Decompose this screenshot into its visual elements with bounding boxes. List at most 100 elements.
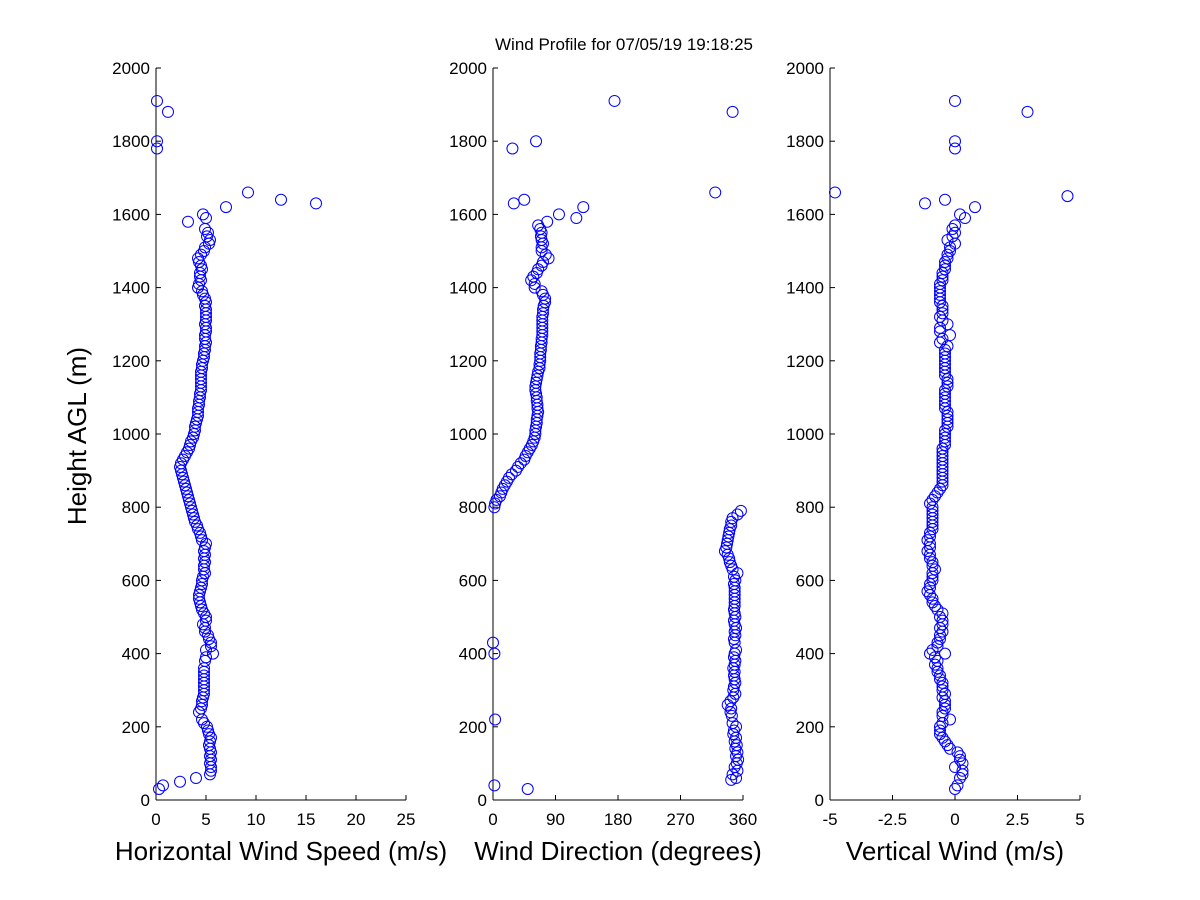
data-point <box>941 252 954 265</box>
data-point <box>926 508 939 521</box>
data-point <box>934 285 946 298</box>
y-tick-label: 0 <box>141 791 150 810</box>
data-point <box>506 142 519 155</box>
figure-title: Wind Profile for 07/05/19 19:18:25 <box>495 35 753 54</box>
data-point <box>969 201 981 214</box>
data-point <box>721 548 734 561</box>
data-point <box>541 215 554 228</box>
data-point <box>924 497 936 510</box>
x-axis-label-vertical: Vertical Wind (m/s) <box>846 836 1064 866</box>
data-point <box>949 135 961 148</box>
data-point <box>530 373 543 386</box>
data-point <box>931 636 944 649</box>
data-point <box>934 669 946 682</box>
data-point <box>921 534 934 547</box>
x-tick-label: 90 <box>546 810 565 829</box>
data-point <box>936 303 949 316</box>
data-point <box>198 545 210 558</box>
data-point <box>204 234 216 247</box>
panel-wind-direction: 0 200 400 600 800 1000 1200 1400 1600 1800 2000 0 90… <box>449 59 762 866</box>
data-point <box>184 497 196 510</box>
data-point <box>310 197 322 210</box>
data-point <box>921 545 934 558</box>
data-point <box>176 468 188 481</box>
data-point <box>936 676 949 689</box>
data-point <box>726 105 739 118</box>
data-point <box>186 504 198 517</box>
data-point <box>488 779 501 792</box>
data-point <box>725 519 738 532</box>
data-point <box>936 680 949 693</box>
y-tick-label: 1200 <box>112 352 150 371</box>
data-point <box>194 585 206 598</box>
y-tick-label: 1400 <box>786 279 824 298</box>
data-point <box>936 270 949 283</box>
data-point <box>487 636 499 649</box>
y-tick-label: 400 <box>122 645 150 664</box>
data-point <box>507 197 520 210</box>
data-point <box>949 219 961 232</box>
data-point <box>727 570 740 583</box>
data-point <box>926 559 939 572</box>
x-tick-label: -5 <box>822 810 837 829</box>
data-point <box>934 611 946 623</box>
data-point <box>193 255 205 268</box>
data-point <box>939 391 951 404</box>
data-point <box>939 384 951 397</box>
data-point <box>931 640 944 653</box>
data-point <box>196 263 208 276</box>
data-point <box>203 739 215 752</box>
y-tick-label: 2000 <box>112 59 150 78</box>
data-point <box>722 530 735 543</box>
x-axis-label-direction: Wind Direction (degrees) <box>474 836 762 866</box>
data-point <box>608 94 621 107</box>
data-point <box>924 581 936 594</box>
data-point <box>934 629 946 642</box>
y-tick-label: 200 <box>796 718 824 737</box>
y-tick-label: 1200 <box>786 352 824 371</box>
data-point <box>178 475 190 488</box>
y-tick-label: 0 <box>815 791 824 810</box>
data-point <box>198 245 210 257</box>
data-point <box>939 695 951 708</box>
data-point <box>220 201 232 214</box>
data-point <box>949 226 961 239</box>
data-point <box>931 654 944 667</box>
data-point <box>488 501 501 514</box>
data-point <box>939 647 951 660</box>
data-point <box>157 779 169 792</box>
x-tick-label: 360 <box>729 810 757 829</box>
data-point <box>275 193 287 206</box>
data-point <box>936 442 949 455</box>
y-tick-label: 1800 <box>112 132 150 151</box>
y-tick-label: 600 <box>122 571 150 590</box>
data-point <box>518 193 531 206</box>
y-tick-label: 0 <box>478 791 487 810</box>
data-point <box>926 596 939 609</box>
data-point <box>201 720 213 733</box>
data-point <box>941 413 954 426</box>
y-tick-label: 600 <box>796 571 824 590</box>
y-tick-label: 600 <box>459 571 487 590</box>
data-point <box>530 135 543 148</box>
data-point <box>939 424 951 437</box>
data-point <box>174 460 186 473</box>
data-point <box>954 208 966 221</box>
data-point <box>941 409 954 422</box>
data-point <box>195 600 207 613</box>
data-point <box>926 574 939 587</box>
data-point <box>534 230 547 243</box>
data-point <box>936 266 949 279</box>
data-point <box>934 482 946 495</box>
data-point <box>934 720 946 733</box>
data-point <box>188 512 200 525</box>
data-point <box>944 713 956 726</box>
data-point <box>919 197 931 210</box>
x-axis-label-speed: Horizontal Wind Speed (m/s) <box>115 836 447 866</box>
y-tick-label: 200 <box>459 718 487 737</box>
data-point <box>926 493 939 506</box>
data-point <box>934 673 946 686</box>
data-point <box>730 720 743 733</box>
data-point <box>197 618 209 631</box>
